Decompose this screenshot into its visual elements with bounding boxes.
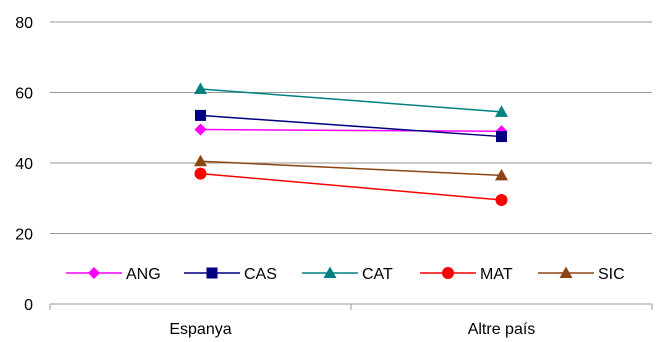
series-lines xyxy=(194,82,508,207)
x-tick-labels: Espanya Altre país xyxy=(169,321,535,338)
series-line-cat xyxy=(200,88,502,113)
data-point-sic xyxy=(194,154,207,167)
x-tick-label: Espanya xyxy=(169,321,231,338)
legend-label-cas: CAS xyxy=(244,266,277,283)
data-point-cat xyxy=(495,105,508,117)
gridlines xyxy=(50,21,652,234)
data-point-ang xyxy=(194,123,207,136)
legend-marker-sic xyxy=(559,266,573,278)
series-line-cas xyxy=(200,114,502,138)
legend-label-sic: SIC xyxy=(598,266,625,283)
data-point-sic xyxy=(495,168,508,181)
data-point-mat xyxy=(194,167,207,180)
y-tick-label: 40 xyxy=(15,156,33,173)
y-tick-label: 60 xyxy=(15,86,33,103)
legend-label-cat: CAT xyxy=(362,266,393,283)
data-point-cas xyxy=(195,109,206,121)
legend-marker-cat xyxy=(323,266,337,278)
y-tick-label: 0 xyxy=(24,297,33,314)
series-line-sic xyxy=(200,160,502,177)
data-point-cas xyxy=(496,131,507,143)
y-tick-labels: 0 20 40 60 80 xyxy=(15,15,33,314)
y-tick-label: 20 xyxy=(15,227,33,244)
series-line-mat xyxy=(200,172,502,201)
series-line-ang xyxy=(200,128,502,133)
y-tick-label: 80 xyxy=(15,15,33,32)
x-tick-label: Altre país xyxy=(468,321,536,338)
data-point-mat xyxy=(495,194,508,207)
data-point-cat xyxy=(194,82,207,94)
legend: ANG CAS CAT MAT SIC xyxy=(66,266,625,283)
legend-marker-mat xyxy=(442,267,454,279)
legend-marker-cas xyxy=(206,267,218,279)
legend-label-ang: ANG xyxy=(126,266,161,283)
legend-label-mat: MAT xyxy=(480,266,513,283)
legend-marker-ang xyxy=(88,267,100,279)
axes xyxy=(49,303,653,310)
